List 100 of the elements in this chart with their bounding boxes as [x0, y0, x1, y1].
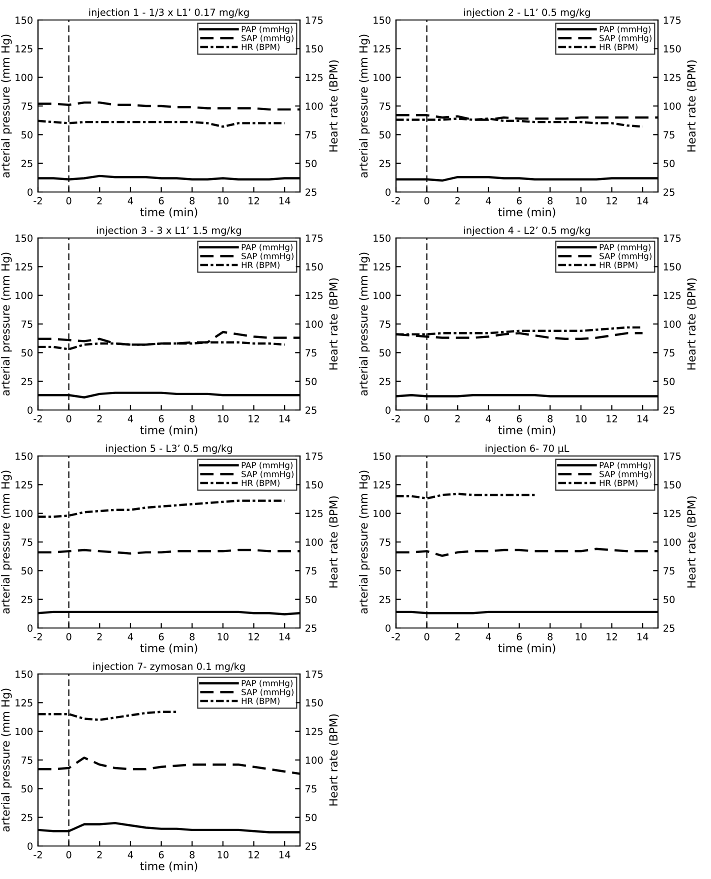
y-tick-label: 150 [16, 16, 32, 24]
x-tick-label: 14 [279, 197, 290, 204]
x-tick-label: 0 [66, 851, 72, 858]
y-tick-label: 100 [374, 510, 390, 518]
legend-label: SAP (mmHg) [242, 470, 294, 479]
x-tick-label: 6 [158, 415, 164, 422]
y2-tick-label: 75 [306, 785, 316, 792]
x-tick-label: 2 [455, 633, 460, 640]
x-axis-title: time (min) [140, 208, 198, 218]
y2-tick-label: 175 [306, 670, 323, 678]
legend-label: PAP (mmHg) [242, 680, 292, 688]
chart-title: injection 2 - L1’ 0.5 mg/kg [464, 8, 590, 18]
y2-axis-title: Heart rate (BPM) [686, 60, 697, 152]
y-tick-label: 150 [374, 16, 390, 24]
y-axis-title: arterial pressure (mm Hg) [1, 34, 12, 178]
x-tick-label: 6 [516, 415, 522, 422]
y2-tick-label: 150 [306, 263, 323, 270]
y-tick-label: 50 [22, 567, 32, 574]
y2-tick-label: 100 [664, 538, 681, 546]
x-tick-label: 2 [97, 851, 102, 858]
y2-tick-label: 100 [306, 320, 323, 328]
y2-tick-label: 25 [664, 406, 674, 414]
y-axis-title: arterial pressure (mm Hg) [359, 470, 370, 614]
chart-title: injection 6- 70 µL [486, 444, 570, 454]
x-tick-label: 14 [637, 415, 648, 422]
y-axis-title: arterial pressure (mm Hg) [1, 688, 12, 832]
y2-tick-label: 75 [664, 131, 674, 138]
x-axis-title: time (min) [498, 208, 556, 218]
y-tick-label: 50 [380, 349, 390, 356]
y2-tick-label: 150 [306, 481, 323, 488]
y-tick-label: 125 [374, 481, 390, 488]
y-tick-label: 100 [16, 292, 32, 300]
y-tick-label: 0 [386, 188, 390, 196]
y-tick-label: 50 [380, 131, 390, 138]
chart-title: injection 3 - 3 x L1’ 1.5 mg/kg [97, 226, 241, 236]
x-tick-label: 12 [248, 415, 259, 422]
y-tick-label: 150 [16, 670, 32, 678]
y-tick-label: 125 [374, 263, 390, 270]
y-tick-label: 50 [22, 785, 32, 792]
legend-label: SAP (mmHg) [600, 470, 652, 479]
x-tick-label: 12 [606, 633, 617, 640]
y2-tick-label: 125 [664, 510, 681, 518]
x-tick-label: 0 [424, 415, 430, 422]
x-tick-label: 14 [279, 851, 290, 858]
y2-tick-label: 125 [664, 292, 681, 300]
x-tick-label: 4 [128, 415, 134, 422]
y2-tick-label: 50 [306, 814, 317, 822]
y2-tick-label: 150 [664, 263, 681, 270]
y-tick-label: 0 [386, 406, 390, 414]
y2-tick-label: 75 [306, 131, 316, 138]
legend-label: HR (BPM) [242, 480, 280, 488]
x-tick-label: 6 [158, 633, 164, 640]
y2-tick-label: 25 [664, 624, 674, 632]
x-tick-label: 14 [637, 633, 648, 640]
y-tick-label: 150 [16, 234, 32, 242]
legend-label: HR (BPM) [600, 480, 638, 488]
y-tick-label: 100 [374, 292, 390, 300]
x-tick-label: 10 [576, 415, 586, 422]
y2-tick-label: 100 [664, 102, 681, 110]
y2-tick-label: 100 [664, 320, 681, 328]
x-tick-label: 12 [606, 197, 617, 204]
y2-tick-label: 75 [664, 567, 674, 574]
y2-tick-label: 100 [306, 756, 323, 764]
x-tick-label: 8 [190, 633, 195, 640]
y-tick-label: 125 [16, 263, 32, 270]
x-tick-label: 12 [606, 415, 617, 422]
y-tick-label: 125 [16, 45, 32, 52]
y-tick-label: 75 [380, 320, 390, 328]
y-tick-label: 25 [21, 378, 32, 386]
y-tick-label: 50 [22, 349, 32, 356]
legend-label: PAP (mmHg) [600, 462, 650, 470]
y2-tick-label: 175 [306, 16, 323, 24]
x-axis-title: time (min) [498, 426, 556, 436]
y-axis-title: arterial pressure (mm Hg) [1, 470, 12, 614]
chart-title: injection 1 - 1/3 x L1’ 0.17 mg/kg [89, 8, 249, 18]
y-axis-title: arterial pressure (mm Hg) [359, 252, 370, 396]
x-tick-label: 2 [97, 197, 102, 204]
y-tick-label: 75 [22, 102, 32, 110]
y-tick-label: 0 [28, 188, 32, 196]
x-tick-label: 8 [548, 633, 553, 640]
y2-tick-label: 50 [664, 378, 675, 386]
y2-axis-title: Heart rate (BPM) [328, 714, 339, 806]
y2-tick-label: 50 [664, 160, 675, 168]
x-tick-label: 10 [218, 851, 228, 858]
x-tick-label: 6 [516, 197, 522, 204]
x-tick-label: 4 [486, 197, 492, 204]
y-tick-label: 25 [21, 160, 32, 168]
y2-tick-label: 75 [664, 349, 674, 356]
legend-label: PAP (mmHg) [242, 244, 292, 252]
legend-label: PAP (mmHg) [242, 462, 292, 470]
y2-tick-label: 150 [664, 45, 681, 52]
y2-axis-title: Heart rate (BPM) [686, 278, 697, 370]
y2-tick-label: 25 [306, 624, 316, 632]
x-tick-label: 0 [424, 197, 430, 204]
y-tick-label: 0 [28, 842, 32, 850]
x-tick-label: 10 [218, 415, 228, 422]
legend-label: SAP (mmHg) [600, 34, 652, 43]
y-tick-label: 75 [22, 756, 32, 764]
legend-label: HR (BPM) [242, 44, 280, 52]
x-tick-label: 0 [66, 633, 72, 640]
